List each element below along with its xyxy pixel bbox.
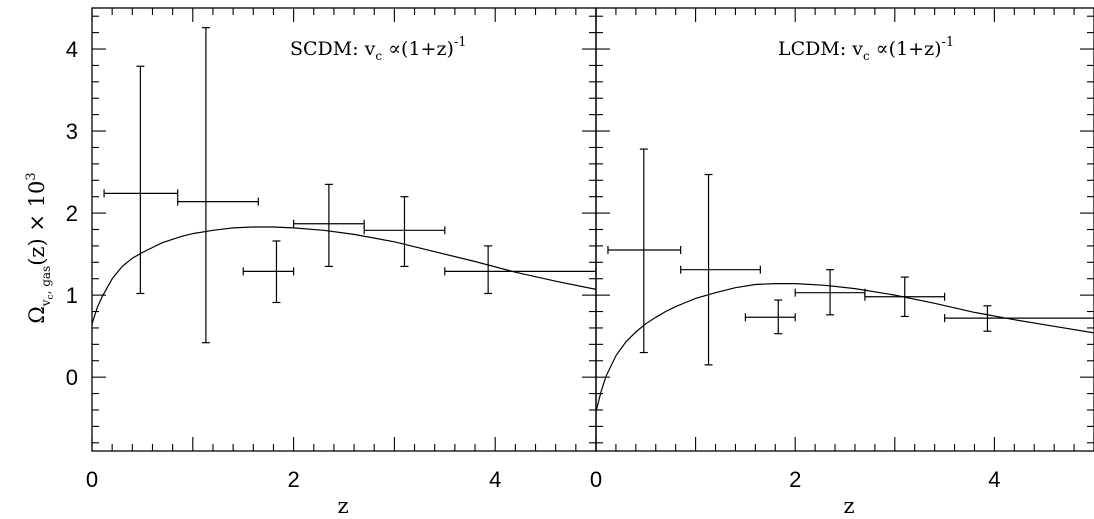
x-tick-label: 2	[287, 467, 299, 492]
data-point-lcdm	[744, 299, 796, 335]
x-tick-label: 4	[988, 467, 1000, 492]
anno-lcdm-sup: -1	[942, 35, 955, 50]
panel-scdm-frame	[91, 7, 597, 452]
data-point-lcdm	[864, 276, 946, 318]
x-tick-label: 0	[86, 467, 98, 492]
panel-lcdm-frame	[595, 7, 1094, 452]
y-tick-label: 3	[66, 119, 78, 144]
y-label-rest: (z) × 10	[25, 181, 49, 266]
data-point-scdm	[444, 245, 597, 295]
panel-lcdm: LCDM: vc ∝(1+z)-1 z 0 2 4	[590, 7, 1094, 518]
data-point-scdm	[177, 27, 259, 344]
data-point-scdm	[293, 183, 365, 268]
anno-lcdm-sub: c	[863, 49, 870, 63]
y-tick-label: 0	[66, 365, 78, 390]
y-tick-label: 2	[66, 201, 78, 226]
y-axis-label: Ωvc, gas(z) × 103	[24, 172, 56, 323]
anno-lcdm-prefix: LCDM: v	[778, 38, 863, 60]
anno-scdm-sup: -1	[454, 35, 467, 50]
x-tick-label: 2	[789, 467, 801, 492]
y-label-omega: Ω	[25, 306, 49, 323]
x-tick-label: 4	[489, 467, 501, 492]
y-label-sup: 3	[24, 172, 39, 180]
anno-lcdm-mid: ∝(1+z)	[870, 38, 942, 60]
model-curve-scdm	[91, 226, 597, 324]
panel-scdm-annotation: SCDM: vc ∝(1+z)-1	[290, 35, 467, 63]
data-point-lcdm	[794, 269, 866, 316]
anno-scdm-sub: c	[375, 49, 382, 63]
y-tick-label: 4	[66, 37, 78, 62]
model-curve-lcdm	[595, 283, 1094, 412]
data-point-lcdm	[680, 173, 761, 366]
panel-lcdm-annotation: LCDM: vc ∝(1+z)-1	[778, 35, 954, 63]
x-axis-label-right: z	[843, 494, 854, 518]
y-label-sub-v: v	[39, 299, 53, 307]
anno-scdm-mid: ∝(1+z)	[382, 38, 454, 60]
data-point-lcdm	[943, 305, 1094, 332]
x-tick-label: 0	[590, 467, 602, 492]
y-label-sub-c: c	[46, 294, 56, 299]
data-point-scdm	[242, 240, 295, 304]
panel-scdm: SCDM: vc ∝(1+z)-1 z 0 2 4 0 1 2 3 4	[66, 7, 597, 518]
anno-scdm-prefix: SCDM: v	[290, 38, 376, 60]
data-point-lcdm	[607, 148, 682, 354]
x-axis-label-left: z	[337, 494, 348, 518]
data-point-scdm	[103, 65, 179, 295]
data-point-scdm	[363, 196, 446, 268]
y-label-sub-rest: , gas	[39, 266, 53, 295]
y-tick-label: 1	[66, 283, 78, 308]
